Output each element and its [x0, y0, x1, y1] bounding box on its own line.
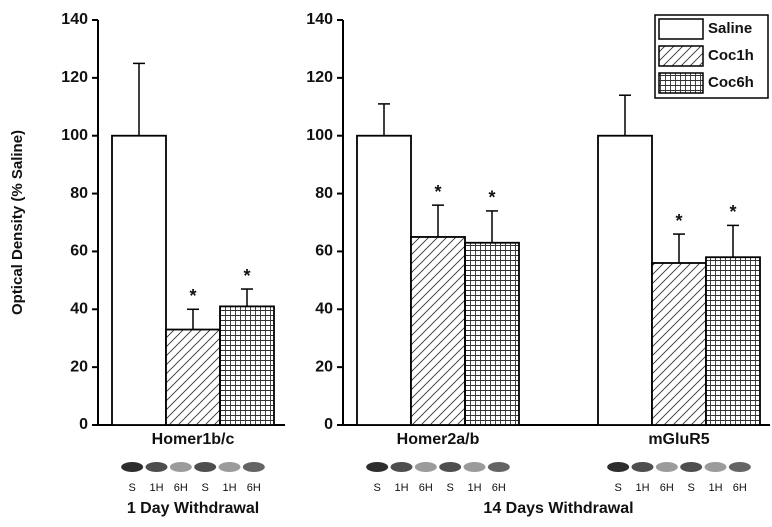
blot-band — [170, 462, 192, 472]
legend-label: Coc1h — [708, 47, 754, 64]
blot-band — [415, 462, 437, 472]
lane-label: 6H — [174, 482, 188, 494]
blot-band — [656, 462, 678, 472]
category-label: mGluR5 — [648, 431, 709, 448]
category-label: Homer1b/c — [152, 431, 235, 448]
y-tick-label: 60 — [70, 243, 88, 260]
y-tick-label: 80 — [70, 185, 88, 202]
bar — [357, 136, 411, 425]
y-tick-label: 100 — [306, 127, 333, 144]
lane-label: S — [373, 482, 380, 494]
lane-label: S — [446, 482, 453, 494]
blot-band — [194, 462, 216, 472]
withdrawal-label: 1 Day Withdrawal — [127, 500, 259, 517]
blot-band — [632, 462, 654, 472]
lane-label: 6H — [492, 482, 506, 494]
y-tick-label: 20 — [315, 358, 333, 375]
bar — [652, 263, 706, 425]
lane-label: S — [128, 482, 135, 494]
y-tick-label: 140 — [61, 11, 88, 28]
significance-marker: * — [189, 286, 196, 306]
blot-band — [366, 462, 388, 472]
blot-band — [243, 462, 265, 472]
blot-band — [607, 462, 629, 472]
y-tick-label: 100 — [61, 127, 88, 144]
y-tick-label: 0 — [79, 416, 88, 433]
lane-label: S — [687, 482, 694, 494]
lane-label: 1H — [708, 482, 722, 494]
blot-band — [729, 462, 751, 472]
lane-label: 1H — [635, 482, 649, 494]
lane-label: S — [201, 482, 208, 494]
category-label: Homer2a/b — [397, 431, 480, 448]
legend-label: Coc6h — [708, 74, 754, 91]
y-tick-label: 40 — [315, 301, 333, 318]
bar — [706, 257, 760, 425]
blot-band — [391, 462, 413, 472]
bar — [598, 136, 652, 425]
significance-marker: * — [729, 202, 736, 222]
y-tick-label: 120 — [61, 69, 88, 86]
lane-label: 1H — [149, 482, 163, 494]
bar — [465, 243, 519, 425]
blot-band — [146, 462, 168, 472]
blot-band — [680, 462, 702, 472]
lane-label: 1H — [222, 482, 236, 494]
legend-label: Saline — [708, 20, 752, 37]
y-tick-label: 20 — [70, 358, 88, 375]
blot-band — [705, 462, 727, 472]
y-axis-label: Optical Density (% Saline) — [9, 130, 26, 315]
blot-band — [439, 462, 461, 472]
y-tick-label: 60 — [315, 243, 333, 260]
significance-marker: * — [488, 188, 495, 208]
significance-marker: * — [434, 182, 441, 202]
blot-band — [219, 462, 241, 472]
bar — [220, 306, 274, 425]
legend-swatch — [659, 46, 703, 66]
blot-band — [121, 462, 143, 472]
lane-label: S — [614, 482, 621, 494]
figure: 0 20 40 60 80 100 120 140 Optical Density (% Sal… — [0, 0, 772, 527]
bar — [166, 330, 220, 425]
lane-label: 6H — [660, 482, 674, 494]
bar — [112, 136, 166, 425]
legend-swatch — [659, 73, 703, 93]
withdrawal-label: 14 Days Withdrawal — [483, 500, 633, 517]
lane-label: 1H — [394, 482, 408, 494]
significance-marker: * — [243, 266, 250, 286]
y-tick-label: 0 — [324, 416, 333, 433]
y-tick-label: 120 — [306, 69, 333, 86]
lane-label: 1H — [467, 482, 481, 494]
y-tick-label: 40 — [70, 301, 88, 318]
blot-band — [488, 462, 510, 472]
y-tick-label: 80 — [315, 185, 333, 202]
lane-label: 6H — [247, 482, 261, 494]
lane-label: 6H — [733, 482, 747, 494]
y-tick-label: 140 — [306, 11, 333, 28]
significance-marker: * — [675, 211, 682, 231]
lane-label: 6H — [419, 482, 433, 494]
legend-swatch — [659, 19, 703, 39]
blot-band — [464, 462, 486, 472]
bar — [411, 237, 465, 425]
